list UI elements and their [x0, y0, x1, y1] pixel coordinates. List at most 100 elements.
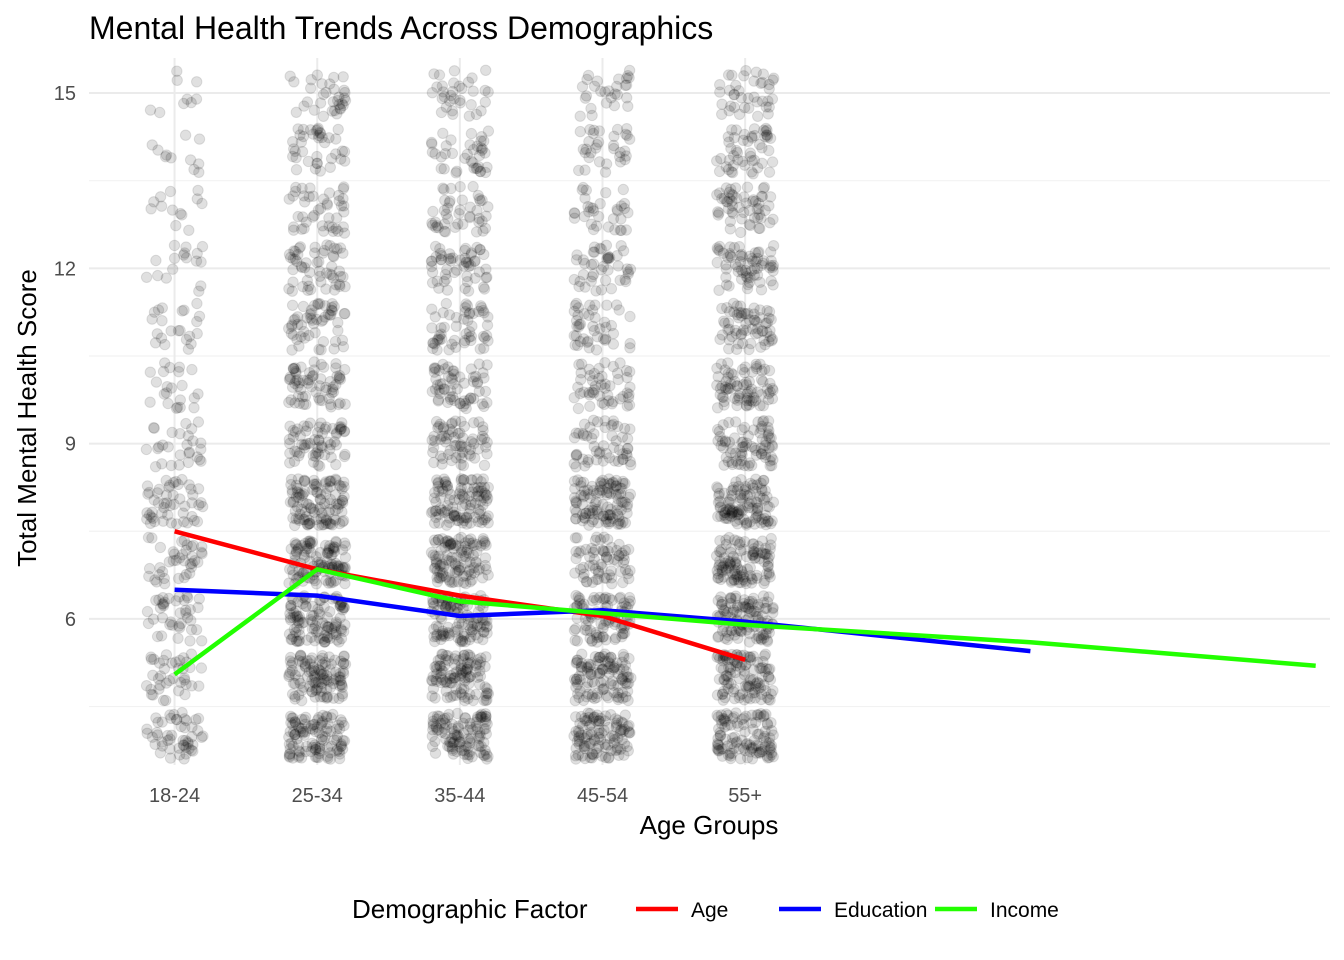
scatter-point — [196, 240, 209, 253]
scatter-point — [321, 692, 333, 704]
scatter-point — [322, 621, 334, 633]
scatter-point — [156, 598, 169, 610]
scatter-point — [292, 542, 305, 554]
scatter-point — [333, 692, 345, 705]
scatter-point — [164, 185, 177, 198]
scatter-point — [192, 725, 204, 737]
scatter-point — [180, 678, 192, 690]
scatter-point — [742, 460, 755, 472]
scatter-point — [308, 364, 320, 376]
scatter-point — [306, 609, 318, 622]
scatter-point — [325, 558, 338, 570]
scatter-point — [741, 490, 754, 502]
scatter-point — [458, 576, 470, 589]
scatter-point — [726, 206, 738, 218]
scatter-point — [178, 304, 190, 316]
scatter-point — [337, 71, 349, 83]
scatter-point — [295, 319, 308, 331]
scatter-point — [151, 576, 163, 588]
scatter-point — [285, 614, 297, 626]
scatter-point — [184, 567, 196, 579]
scatter-point — [142, 617, 155, 630]
scatter-point — [301, 670, 314, 683]
scatter-point — [166, 619, 179, 631]
scatter-point — [195, 443, 207, 455]
scatter-point — [740, 197, 752, 209]
scatter-point — [434, 243, 446, 255]
scatter-point — [161, 729, 174, 742]
scatter-point — [303, 542, 315, 554]
scatter-point — [309, 479, 321, 491]
scatter-point — [183, 479, 195, 491]
scatter-point — [473, 740, 485, 752]
scatter-point — [166, 729, 178, 741]
scatter-point — [599, 166, 612, 178]
scatter-point — [287, 612, 300, 624]
scatter-point — [182, 736, 194, 748]
scatter-point — [454, 397, 467, 410]
scatter-point — [180, 333, 193, 346]
scatter-point — [329, 473, 342, 485]
scatter-point — [330, 618, 342, 630]
scatter-point — [311, 682, 324, 694]
scatter-point — [726, 69, 738, 82]
scatter-point — [593, 362, 605, 375]
scatter-point — [316, 519, 328, 531]
scatter-point — [570, 461, 582, 473]
scatter-point — [140, 271, 153, 283]
scatter-point — [317, 730, 329, 743]
scatter-point — [331, 723, 343, 735]
scatter-point — [748, 302, 760, 314]
scatter-point — [289, 669, 301, 681]
scatter-point — [332, 324, 344, 337]
scatter-point — [741, 517, 753, 529]
scatter-point — [192, 388, 204, 400]
scatter-point — [616, 496, 628, 508]
scatter-point — [447, 252, 459, 264]
scatter-point — [175, 676, 187, 689]
scatter-point — [470, 370, 482, 383]
scatter-point — [738, 669, 751, 681]
scatter-point — [299, 262, 311, 274]
scatter-point — [146, 532, 158, 544]
scatter-point — [715, 714, 727, 726]
scatter-point — [313, 727, 325, 739]
scatter-point — [456, 82, 468, 95]
scatter-point — [294, 722, 306, 734]
scatter-point — [309, 739, 321, 751]
scatter-point — [320, 620, 332, 632]
scatter-point — [336, 544, 349, 556]
scatter-point — [295, 649, 307, 661]
scatter-point — [294, 726, 307, 738]
scatter-point — [337, 515, 350, 527]
scatter-point — [181, 93, 193, 105]
scatter-point — [292, 248, 304, 261]
scatter-point — [338, 602, 350, 614]
scatter-point — [722, 455, 735, 468]
scatter-point — [284, 655, 297, 667]
scatter-point — [427, 205, 439, 218]
scatter-point — [321, 514, 333, 527]
scatter-point — [619, 544, 631, 557]
scatter-point — [286, 657, 299, 669]
scatter-point — [317, 314, 329, 326]
scatter-point — [571, 532, 583, 544]
scatter-point — [600, 239, 613, 252]
scatter-point — [331, 427, 343, 439]
scatter-point — [290, 718, 302, 730]
scatter-point — [164, 752, 177, 764]
scatter-point — [148, 306, 161, 318]
scatter-point — [301, 498, 313, 510]
scatter-point — [173, 742, 185, 754]
scatter-point — [171, 74, 183, 87]
scatter-point — [160, 677, 173, 689]
scatter-point — [448, 365, 460, 377]
scatter-point — [477, 533, 489, 545]
scatter-point — [150, 376, 163, 388]
scatter-point — [752, 416, 764, 428]
scatter-point — [755, 284, 768, 296]
scatter-point — [300, 600, 312, 613]
scatter-point — [577, 428, 589, 440]
scatter-point — [621, 678, 633, 690]
scatter-point — [141, 507, 153, 519]
